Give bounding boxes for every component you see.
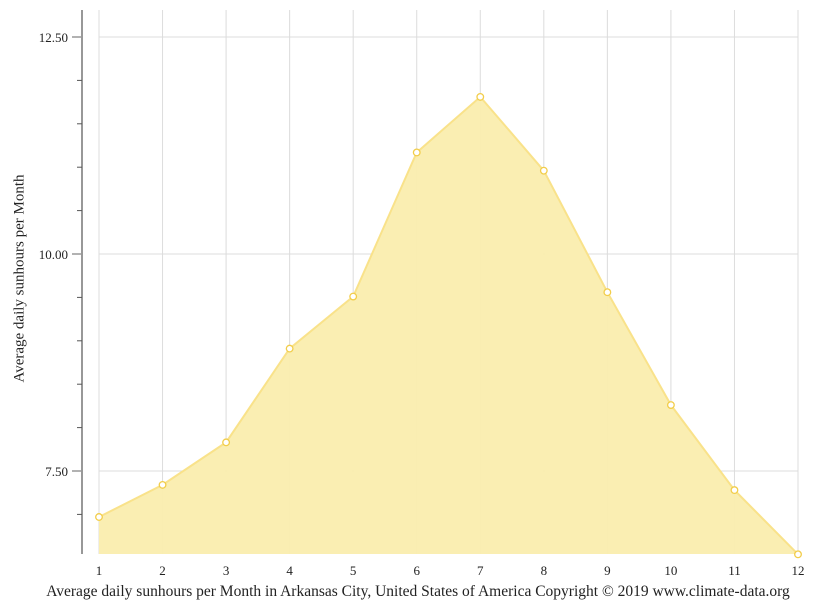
x-tick-label: 4 [286,563,293,578]
data-point [476,92,485,101]
x-tick-label: 5 [350,563,357,578]
y-axis: 7.50 10.00 12.50 [39,10,83,554]
sunhours-line [98,95,799,556]
data-point [666,401,675,409]
data-point [222,438,231,447]
data-point-markers [95,92,802,559]
x-axis: 1 2 3 4 5 6 7 8 9 10 11 12 [96,563,805,578]
x-tick-label: 11 [728,563,741,578]
x-tick-label: 10 [664,563,677,578]
y-tick-label: 10.00 [39,247,68,262]
data-point [95,513,103,521]
x-tick-label: 9 [604,563,611,578]
data-point [158,480,167,489]
data-point [539,166,548,175]
y-tick-label: 12.50 [39,30,68,45]
y-axis-title: Average daily sunhours per Month [11,174,28,383]
data-point [603,288,612,297]
x-tick-label: 1 [96,563,103,578]
data-point [285,344,294,353]
x-tick-label: 8 [541,563,548,578]
x-tick-label: 6 [413,563,420,578]
sunhours-area [99,96,798,555]
x-tick-label: 12 [792,563,805,578]
x-tick-label: 7 [477,563,484,578]
x-tick-label: 2 [159,563,166,578]
data-point [349,292,358,301]
data-point [730,486,739,495]
data-point [412,148,421,157]
data-point [794,550,802,559]
x-tick-label: 3 [223,563,230,578]
y-tick-label: 7.50 [45,464,68,479]
chart-caption: Average daily sunhours per Month in Arka… [46,583,790,600]
